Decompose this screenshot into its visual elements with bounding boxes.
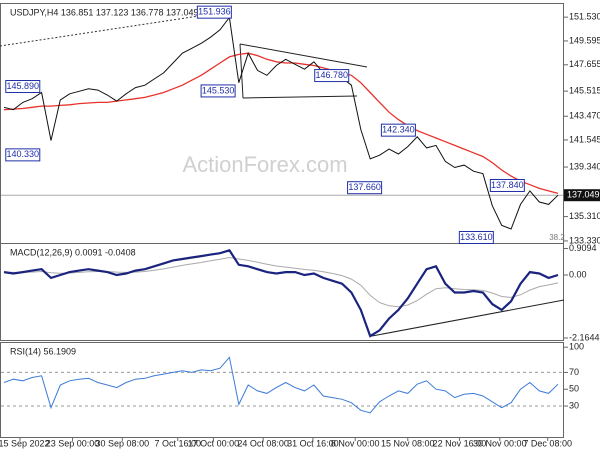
rsi-pane: [0, 342, 564, 438]
y-tick-label: 30: [569, 400, 579, 410]
y-tick-label: 70: [569, 367, 579, 377]
annotation-label: 140.330: [7, 149, 40, 159]
x-tick-label: 30 Nov 00:00: [473, 438, 527, 448]
x-tick-label: 8 Nov 00:00: [331, 438, 380, 448]
series-line: [3, 249, 559, 338]
y-tick-label: 0.9094: [569, 243, 597, 253]
annotation-box: [200, 84, 236, 98]
current-price-box: [564, 189, 600, 202]
triangle-line: [239, 43, 244, 99]
triangle-line: [242, 95, 358, 99]
annotation-box: [347, 181, 383, 195]
y-tick-label: 141.545: [569, 134, 600, 144]
x-tick-label: 15 Nov 08:00: [381, 438, 435, 448]
watermark: ActionForex.com: [182, 152, 347, 177]
annotation-label: 145.530: [202, 85, 235, 95]
pane-title: USDJPY,H4 136.851 137.123 136.778 137.04…: [10, 7, 199, 17]
y-tick-label: 145.515: [569, 85, 600, 95]
x-tick-label: 7 Dec 08:00: [523, 438, 572, 448]
pane-title: RSI(14) 56.1909: [10, 346, 76, 356]
annotation-box: [5, 80, 41, 94]
annotation-box: [489, 178, 525, 192]
series-line: [3, 16, 559, 230]
y-tick-label: 135.310: [569, 211, 600, 221]
annotation-box: [196, 5, 232, 19]
pane-title: MACD(12,26,9) 0.0091 -0.0408: [10, 247, 136, 257]
annotation-label: 133.610: [460, 232, 493, 242]
x-tick-label: 24 Oct 08:00: [237, 438, 289, 448]
annotation-box: [314, 69, 350, 83]
y-tick-label: 0.00: [569, 269, 587, 279]
x-tick-label: 17 Oct 00:00: [188, 438, 240, 448]
series-line: [3, 256, 559, 308]
x-tick-label: 7 Oct 16:00: [154, 438, 201, 448]
series-line: [3, 356, 559, 414]
annotation-label: 142.340: [382, 125, 415, 135]
x-tick-label: 22 Nov 16:00: [433, 438, 487, 448]
annotation-box: [458, 230, 494, 244]
annotation-label: 137.660: [348, 182, 381, 192]
y-tick-label: 100: [569, 342, 584, 352]
annotation-label: 137.840: [491, 180, 524, 190]
x-tick-label: 31 Oct 16:00: [287, 438, 339, 448]
y-tick-label: 143.470: [569, 111, 600, 121]
y-tick-label: 50: [569, 384, 579, 394]
y-tick-label: 133.330: [569, 235, 600, 245]
y-tick-label: 151.530: [569, 12, 600, 22]
y-tick-label: 149.595: [569, 35, 600, 45]
x-tick-label: 15 Sep 2022: [0, 438, 50, 448]
triangle-line: [239, 43, 368, 68]
annotation-label: 145.890: [7, 81, 40, 91]
price-pane: [0, 3, 564, 245]
annotation-label: 151.936: [198, 7, 231, 17]
annotation-label: 146.780: [315, 70, 348, 80]
y-tick-label: 147.655: [569, 59, 600, 69]
current-price-label: 137.049: [567, 190, 600, 200]
annotation-box: [5, 148, 41, 162]
annotation-box: [380, 123, 416, 137]
x-tick-label: 30 Sep 08:00: [96, 438, 150, 448]
y-tick-label: 139.340: [569, 161, 600, 171]
fib-label: 38.2: [549, 233, 565, 242]
y-tick-label: -2.1644: [569, 332, 600, 342]
x-tick-label: 23 Sep 00:00: [46, 438, 100, 448]
divergence-line: [371, 299, 565, 337]
